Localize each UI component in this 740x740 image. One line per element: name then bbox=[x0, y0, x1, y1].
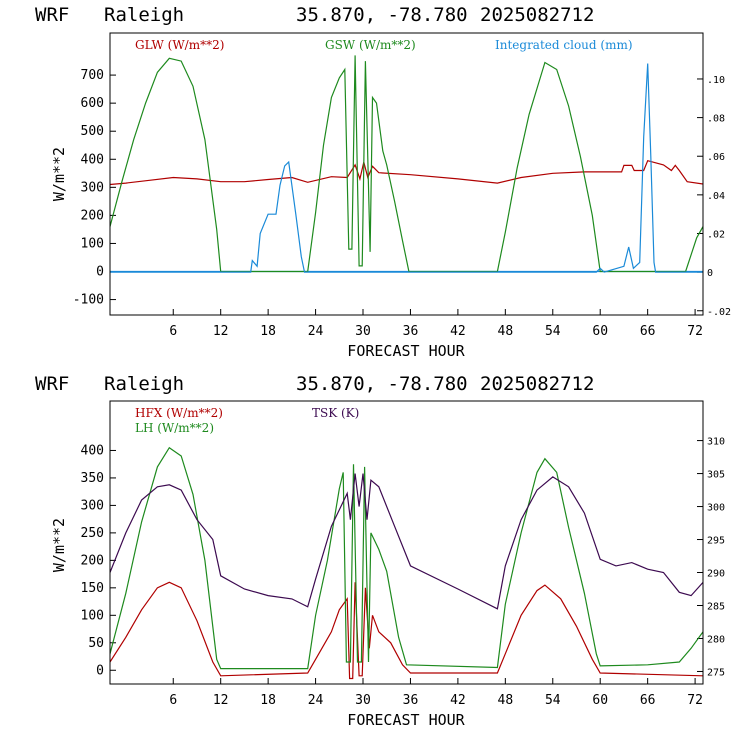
panel1-xtick-label: 54 bbox=[545, 324, 561, 339]
panel2-xtick-label: 24 bbox=[308, 693, 324, 708]
panel2-y2tick-label: 295 bbox=[707, 536, 725, 547]
panel1-ytick-label: -100 bbox=[73, 293, 104, 308]
panel2-legend-tsk: TSK (K) bbox=[312, 406, 359, 420]
panel1-xtick-label: 6 bbox=[169, 324, 177, 339]
panel1-y2tick-label: .02 bbox=[707, 229, 725, 240]
panel2-header-run: 2025082712 bbox=[480, 373, 594, 395]
panel2-right-axis: 275 280 285 290 295 300 305 310 bbox=[697, 437, 725, 678]
panel2-xtick-label: 60 bbox=[592, 693, 608, 708]
panel1-header-model: WRF bbox=[35, 4, 69, 26]
panel1-legend-gsw: GSW (W/m**2) bbox=[325, 38, 416, 52]
panel2-legend-hfx: HFX (W/m**2) bbox=[135, 406, 223, 420]
panel-surface-fluxes: WRF Raleigh 35.870, -78.780 2025082712 H… bbox=[35, 373, 725, 729]
panel1-xtick-label: 60 bbox=[592, 324, 608, 339]
panel1-xtick-label: 66 bbox=[640, 324, 656, 339]
panel2-header-coords: 35.870, -78.780 bbox=[296, 373, 468, 395]
panel1-plot-frame bbox=[109, 32, 704, 316]
panel2-xtick-label: 18 bbox=[260, 693, 276, 708]
panel2-x-axis: 6 12 18 24 30 36 42 48 54 60 66 72 bbox=[169, 678, 703, 708]
panel2-y2tick-label: 280 bbox=[707, 634, 725, 645]
panel2-y2tick-label: 310 bbox=[707, 437, 725, 448]
panel2-ytick-label: 50 bbox=[88, 636, 104, 651]
panel1-xtick-label: 36 bbox=[403, 324, 419, 339]
panel2-xtick-label: 12 bbox=[213, 693, 229, 708]
panel1-ytick-label: 100 bbox=[81, 236, 104, 251]
panel1-ytick-label: 0 bbox=[96, 265, 104, 280]
panel2-ytick-label: 200 bbox=[81, 553, 104, 568]
panel2-y2tick-label: 285 bbox=[707, 601, 725, 612]
panel1-xtick-label: 42 bbox=[450, 324, 466, 339]
panel1-xtick-label: 48 bbox=[498, 324, 514, 339]
panel1-right-axis: -.02 0 .02 .04 .06 .08 .10 bbox=[697, 75, 731, 318]
panel1-left-axis: -100 0 100 200 300 400 500 600 700 bbox=[73, 68, 116, 308]
panel2-xtick-label: 30 bbox=[355, 693, 371, 708]
panel1-xtick-label: 18 bbox=[260, 324, 276, 339]
panel1-xtick-label: 72 bbox=[687, 324, 703, 339]
panel2-y2tick-label: 305 bbox=[707, 470, 725, 481]
panel2-legend-lh: LH (W/m**2) bbox=[135, 421, 214, 435]
panel2-series bbox=[110, 446, 703, 680]
panel1-y-axis-label: W/m**2 bbox=[50, 147, 68, 201]
panel1-ytick-label: 300 bbox=[81, 180, 104, 195]
panel1-y2tick-label: .04 bbox=[707, 191, 725, 202]
panel2-ytick-label: 100 bbox=[81, 608, 104, 623]
panel1-y2tick-label: .08 bbox=[707, 114, 725, 125]
panel2-xtick-label: 54 bbox=[545, 693, 561, 708]
panel1-x-axis-label: FORECAST HOUR bbox=[347, 342, 465, 360]
panel2-x-axis-label: FORECAST HOUR bbox=[347, 711, 465, 729]
panel1-ytick-label: 400 bbox=[81, 152, 104, 167]
panel2-y-axis-label: W/m**2 bbox=[50, 518, 68, 572]
panel2-ytick-label: 350 bbox=[81, 471, 104, 486]
panel1-xtick-label: 12 bbox=[213, 324, 229, 339]
panel1-y2tick-label: -.02 bbox=[707, 307, 731, 318]
panel2-y2tick-label: 290 bbox=[707, 569, 725, 580]
panel2-left-axis: 0 50 100 150 200 250 300 350 400 bbox=[81, 443, 116, 678]
panel1-legend-glw: GLW (W/m**2) bbox=[135, 38, 224, 52]
panel1-xtick-label: 30 bbox=[355, 324, 371, 339]
panel1-series-gsw-line bbox=[110, 55, 703, 273]
panel1-series-glw-line bbox=[110, 159, 703, 186]
panel2-y2tick-label: 300 bbox=[707, 503, 725, 514]
panel2-series-tsk-line bbox=[110, 473, 703, 610]
panel1-series-integrated-line bbox=[110, 63, 703, 273]
panel1-ytick-label: 700 bbox=[81, 68, 104, 83]
panel1-header-location: Raleigh bbox=[104, 4, 184, 26]
panel1-y2tick-label: 0 bbox=[707, 268, 713, 279]
panel2-xtick-label: 66 bbox=[640, 693, 656, 708]
panel1-y2tick-label: .06 bbox=[707, 152, 725, 163]
panel1-ytick-label: 600 bbox=[81, 96, 104, 111]
panel2-ytick-label: 300 bbox=[81, 498, 104, 513]
panel2-xtick-label: 36 bbox=[403, 693, 419, 708]
panel1-x-axis: 6 12 18 24 30 36 42 48 54 60 66 72 bbox=[169, 309, 703, 339]
panel1-legend-cloud: Integrated cloud (mm) bbox=[495, 38, 633, 52]
panel2-ytick-label: 250 bbox=[81, 526, 104, 541]
panel2-header-location: Raleigh bbox=[104, 373, 184, 395]
panel2-ytick-label: 0 bbox=[96, 663, 104, 678]
panel-radiation: WRF Raleigh 35.870, -78.780 2025082712 G… bbox=[35, 4, 731, 360]
panel1-y2tick-label: .10 bbox=[707, 75, 725, 86]
panel1-series bbox=[110, 55, 703, 273]
panel2-xtick-label: 42 bbox=[450, 693, 466, 708]
panel1-header-run: 2025082712 bbox=[480, 4, 594, 26]
panel1-xtick-label: 24 bbox=[308, 324, 324, 339]
panel2-ytick-label: 150 bbox=[81, 581, 104, 596]
panel2-plot-frame bbox=[109, 400, 704, 685]
panel2-y2tick-label: 275 bbox=[707, 667, 725, 678]
panel2-xtick-label: 72 bbox=[687, 693, 703, 708]
panel1-ytick-label: 500 bbox=[81, 124, 104, 139]
panel2-xtick-label: 6 bbox=[169, 693, 177, 708]
panel2-series-lh-line bbox=[110, 446, 703, 670]
panel1-ytick-label: 200 bbox=[81, 208, 104, 223]
panel2-xtick-label: 48 bbox=[498, 693, 514, 708]
panel2-series-hfx-line bbox=[110, 581, 703, 680]
panel2-ytick-label: 400 bbox=[81, 443, 104, 458]
panel2-header-model: WRF bbox=[35, 373, 69, 395]
panel1-header-coords: 35.870, -78.780 bbox=[296, 4, 468, 26]
